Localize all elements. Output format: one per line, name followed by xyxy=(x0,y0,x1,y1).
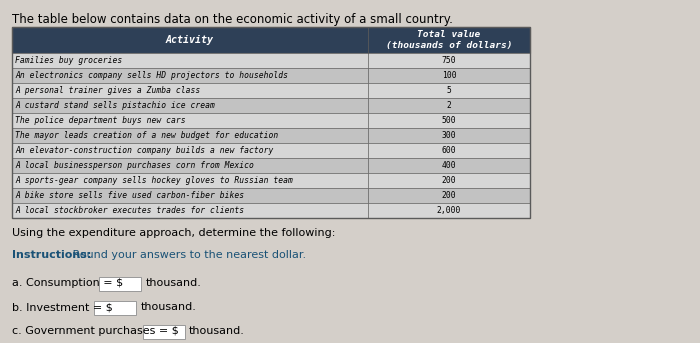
Bar xyxy=(12,158,368,173)
Text: The police department buys new cars: The police department buys new cars xyxy=(15,116,186,125)
Bar xyxy=(12,27,530,53)
Text: Families buy groceries: Families buy groceries xyxy=(15,56,122,65)
Bar xyxy=(94,301,136,315)
Text: 600: 600 xyxy=(442,146,456,155)
Bar xyxy=(368,203,530,218)
Bar xyxy=(368,143,530,158)
Bar xyxy=(368,128,530,143)
Text: Using the expenditure approach, determine the following:: Using the expenditure approach, determin… xyxy=(12,228,335,238)
Text: The table below contains data on the economic activity of a small country.: The table below contains data on the eco… xyxy=(12,13,453,26)
Text: Instructions:: Instructions: xyxy=(12,250,92,260)
Bar xyxy=(12,113,368,128)
Text: A local stockbroker executes trades for clients: A local stockbroker executes trades for … xyxy=(15,206,244,215)
Text: 2: 2 xyxy=(447,101,452,110)
Text: A personal trainer gives a Zumba class: A personal trainer gives a Zumba class xyxy=(15,86,200,95)
Text: thousand.: thousand. xyxy=(189,326,245,336)
Bar xyxy=(368,53,530,68)
Text: 2,000: 2,000 xyxy=(437,206,461,215)
Text: A custard stand sells pistachio ice cream: A custard stand sells pistachio ice crea… xyxy=(15,101,215,110)
Text: Round your answers to the nearest dollar.: Round your answers to the nearest dollar… xyxy=(69,250,306,260)
Text: c. Government purchases = $: c. Government purchases = $ xyxy=(12,326,178,336)
Text: Activity: Activity xyxy=(166,35,214,45)
Text: 500: 500 xyxy=(442,116,456,125)
Bar xyxy=(12,68,368,83)
Text: 200: 200 xyxy=(442,176,456,185)
Bar xyxy=(143,325,185,339)
Bar xyxy=(368,98,530,113)
Bar xyxy=(12,53,368,68)
Bar xyxy=(12,128,368,143)
Bar xyxy=(12,98,368,113)
Bar xyxy=(99,277,141,291)
Bar xyxy=(368,83,530,98)
Bar xyxy=(12,143,368,158)
Bar xyxy=(12,27,530,218)
Text: An elevator-construction company builds a new factory: An elevator-construction company builds … xyxy=(15,146,274,155)
Bar xyxy=(12,173,368,188)
Text: Total value
(thousands of dollars): Total value (thousands of dollars) xyxy=(386,30,512,50)
Bar xyxy=(12,203,368,218)
Text: b. Investment = $: b. Investment = $ xyxy=(12,302,113,312)
Bar xyxy=(12,188,368,203)
Text: 100: 100 xyxy=(442,71,456,80)
Bar xyxy=(368,113,530,128)
Text: 5: 5 xyxy=(447,86,452,95)
Text: A local businessperson purchases corn from Mexico: A local businessperson purchases corn fr… xyxy=(15,161,254,170)
Text: An electronics company sells HD projectors to households: An electronics company sells HD projecto… xyxy=(15,71,288,80)
Text: a. Consumption = $: a. Consumption = $ xyxy=(12,278,123,288)
Bar xyxy=(368,188,530,203)
Bar xyxy=(12,83,368,98)
Text: thousand.: thousand. xyxy=(141,302,196,312)
Bar xyxy=(368,68,530,83)
Text: 200: 200 xyxy=(442,191,456,200)
Bar xyxy=(368,173,530,188)
Text: 400: 400 xyxy=(442,161,456,170)
Text: A sports-gear company sells hockey gloves to Russian team: A sports-gear company sells hockey glove… xyxy=(15,176,293,185)
Text: A bike store sells five used carbon-fiber bikes: A bike store sells five used carbon-fibe… xyxy=(15,191,244,200)
Text: 300: 300 xyxy=(442,131,456,140)
Text: thousand.: thousand. xyxy=(146,278,201,288)
Text: The mayor leads creation of a new budget for education: The mayor leads creation of a new budget… xyxy=(15,131,279,140)
Bar xyxy=(368,158,530,173)
Text: 750: 750 xyxy=(442,56,456,65)
